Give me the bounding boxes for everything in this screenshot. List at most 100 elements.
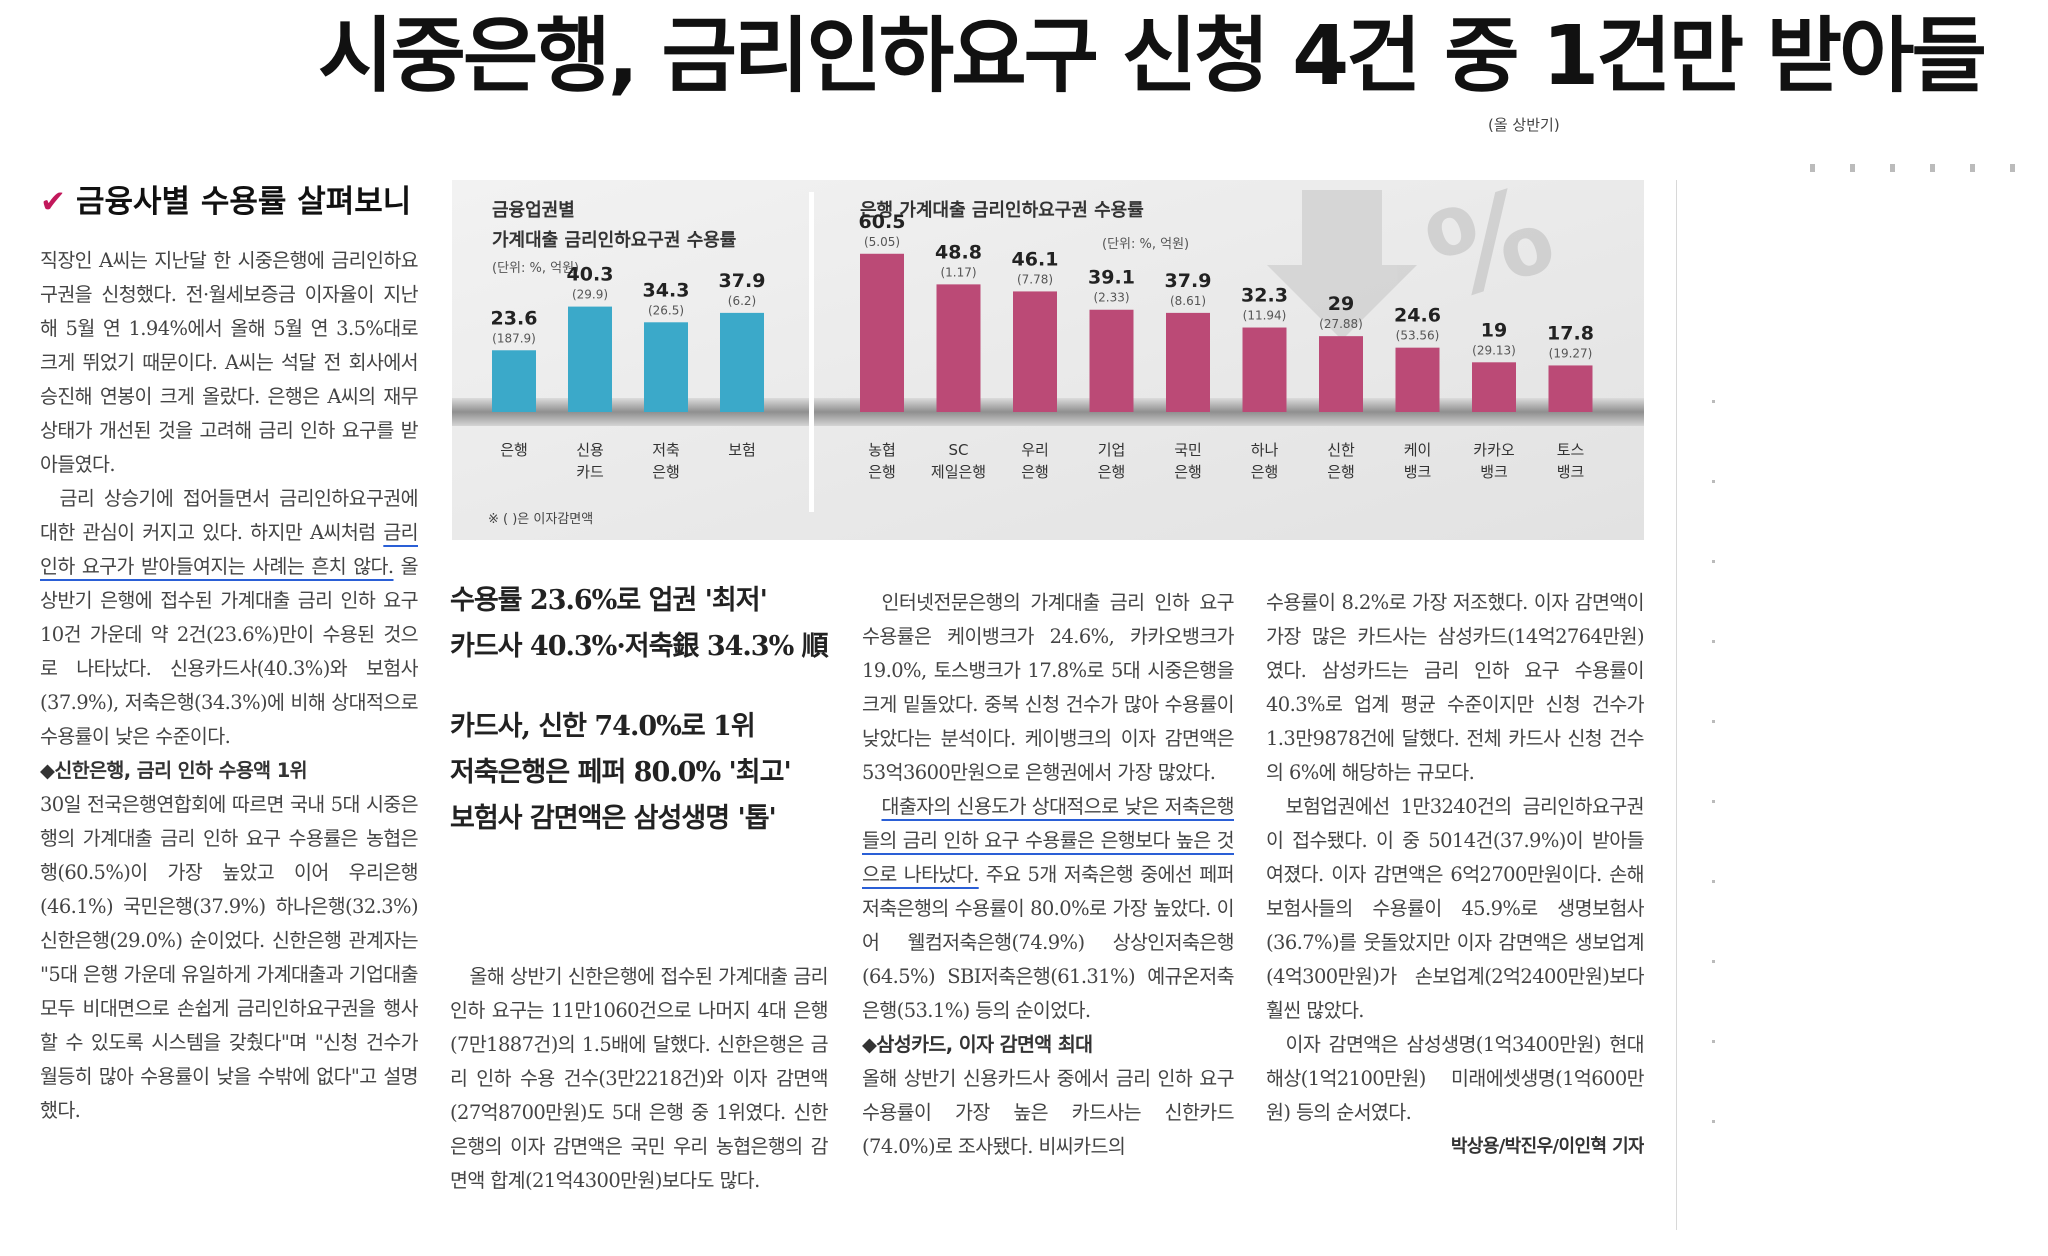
bar-chart-graphic: % 금융업권별 가계대출 금리인하요구권 수용률 (단위: %, 억원) 은행 … xyxy=(452,180,1644,540)
subhead-2: 카드사 40.3%·저축銀 34.3% 順 xyxy=(450,631,829,662)
category-label: 은행 xyxy=(1021,463,1049,481)
side-dot xyxy=(1712,720,1715,723)
category-label: 보험 xyxy=(728,441,756,459)
chart-footnote: ※ ( )은 이자감면액 xyxy=(488,512,593,527)
bar xyxy=(492,350,536,412)
col1-p2-text: 금리 상승기에 접어들면서 금리인하요구권에 대한 관심이 커지고 있다. 하지… xyxy=(40,487,418,544)
category-label: 우리 xyxy=(1021,441,1049,459)
col3-paragraph-2: 대출자의 신용도가 상대적으로 낮은 저축은행들의 금리 인하 요구 수용률은 … xyxy=(862,790,1234,1028)
bar-secondary-label: (19.27) xyxy=(1549,346,1593,360)
bar xyxy=(860,253,904,412)
chart1-unit: (단위: %, 억원) xyxy=(492,261,579,276)
bar xyxy=(1319,336,1363,412)
bar xyxy=(568,306,612,412)
category-label: 은행 xyxy=(652,463,680,481)
bar-secondary-label: (6.2) xyxy=(728,294,756,308)
side-dot xyxy=(1712,880,1715,883)
bar xyxy=(1089,309,1134,412)
bar-secondary-label: (1.17) xyxy=(940,265,976,279)
side-dot xyxy=(1712,640,1715,643)
bar-secondary-label: (29.9) xyxy=(572,288,608,302)
decorative-dashes xyxy=(1810,164,2048,172)
col1-paragraph-3: 30일 전국은행연합회에 따르면 국내 5대 시중은행의 가계대출 금리 인하 … xyxy=(40,793,418,1122)
subhead-5: 보험사 감면액은 삼성생명 '톱' xyxy=(450,803,777,834)
bar xyxy=(1013,291,1057,412)
col1-underlined-text: 금리 인하 요구가 받아들여지는 사례는 흔치 않다. xyxy=(40,521,418,578)
side-dot xyxy=(1712,1120,1715,1123)
category-label: 제일은행 xyxy=(931,463,986,481)
chart2-title: 은행 가계대출 금리인하요구권 수용률 xyxy=(860,200,1144,221)
col1-paragraph-1: 직장인 A씨는 지난달 한 시중은행에 금리인하요구권을 신청했다. 전·월세보… xyxy=(40,249,418,476)
bar-value-label: 32.3 xyxy=(1241,285,1288,307)
side-dot xyxy=(1712,960,1715,963)
bar-secondary-label: (53.56) xyxy=(1396,329,1440,343)
article-column-4: 수용률이 8.2%로 가장 저조했다. 이자 감면액이 가장 많은 카드사는 삼… xyxy=(1266,586,1644,1240)
down-arrow-icon xyxy=(1267,190,1417,340)
category-label: 저축 xyxy=(652,441,680,459)
side-dot xyxy=(1712,1040,1715,1043)
bar xyxy=(1472,362,1516,412)
bar xyxy=(644,322,688,412)
bar xyxy=(936,284,981,412)
col3-paragraph-3: 올해 상반기 신용카드사 중에서 금리 인하 요구 수용률이 가장 높은 카드사… xyxy=(862,1067,1234,1158)
category-label: 뱅크 xyxy=(1557,463,1585,481)
bar xyxy=(1395,347,1440,412)
bar-value-label: 46.1 xyxy=(1012,248,1059,270)
bar-value-label: 40.3 xyxy=(567,264,614,286)
category-label: 뱅크 xyxy=(1404,463,1432,481)
bar-value-label: 37.9 xyxy=(1165,270,1212,292)
category-label: 신용 xyxy=(576,441,604,459)
bar-secondary-label: (2.33) xyxy=(1093,291,1129,305)
bar-secondary-label: (8.61) xyxy=(1170,294,1206,308)
bar-value-label: 17.8 xyxy=(1547,322,1594,344)
category-label: 기업 xyxy=(1098,441,1126,459)
category-label: 신한 xyxy=(1327,441,1355,459)
check-icon: ✔ xyxy=(40,184,66,220)
period-note: (올 상반기) xyxy=(1488,116,1560,134)
byline: 박상용/박진우/이인혁 기자 xyxy=(1450,1136,1644,1157)
category-label: 케이 xyxy=(1404,441,1432,459)
article-column-3: 인터넷전문은행의 가계대출 금리 인하 요구 수용률은 케이뱅크가 24.6%,… xyxy=(862,586,1234,1240)
bar-secondary-label: (26.5) xyxy=(648,303,684,317)
category-label: 은행 xyxy=(1098,463,1126,481)
col4-paragraph-1: 수용률이 8.2%로 가장 저조했다. 이자 감면액이 가장 많은 카드사는 삼… xyxy=(1266,591,1644,784)
article-subheads: 수용률 23.6%로 업권 '최저' 카드사 40.3%·저축銀 34.3% 順… xyxy=(450,578,840,842)
bar-secondary-label: (27.88) xyxy=(1319,317,1363,331)
bar-secondary-label: (7.78) xyxy=(1017,272,1053,286)
category-label: 국민 xyxy=(1174,441,1202,459)
category-label: 은행 xyxy=(868,463,896,481)
col1-paragraph-2: 금리 상승기에 접어들면서 금리인하요구권에 대한 관심이 커지고 있다. 하지… xyxy=(40,482,418,754)
category-label: 하나 xyxy=(1251,441,1279,459)
bar xyxy=(720,312,764,412)
article-headline: 시중은행, 금리인하요구 신청 4건 중 1건만 받아들 xyxy=(318,9,1987,104)
bar xyxy=(1166,312,1210,412)
side-dot xyxy=(1712,400,1715,403)
chart-divider xyxy=(809,192,814,512)
chart-bars: 23.6(187.9)은행40.3(29.9)신용카드34.3(26.5)저축은… xyxy=(491,211,1594,481)
col4-paragraph-3: 이자 감면액은 삼성생명(1억3400만원) 현대해상(1억2100만원) 미래… xyxy=(1266,1033,1644,1124)
bar-value-label: 34.3 xyxy=(643,279,690,301)
category-label: 은행 xyxy=(1327,463,1355,481)
category-label: SC xyxy=(949,441,969,459)
bar-value-label: 37.9 xyxy=(719,270,766,292)
chart1-title: 금융업권별 xyxy=(492,200,575,221)
subhead-4: 저축은행은 페퍼 80.0% '최고' xyxy=(450,757,792,788)
article-column-2: 올해 상반기 신한은행에 접수된 가계대출 금리 인하 요구는 11만1060건… xyxy=(450,960,828,1240)
subhead-gap xyxy=(450,670,840,704)
bar-secondary-label: (29.13) xyxy=(1472,343,1516,357)
bar-value-label: 48.8 xyxy=(935,241,982,263)
bar-secondary-label: (187.9) xyxy=(492,331,536,345)
bar-secondary-label: (5.05) xyxy=(864,235,900,249)
category-label: 카카오 xyxy=(1473,441,1515,459)
col2-paragraph-1: 올해 상반기 신한은행에 접수된 가계대출 금리 인하 요구는 11만1060건… xyxy=(450,965,828,1192)
bar xyxy=(1242,327,1287,412)
bar-value-label: 23.6 xyxy=(491,307,538,329)
chart1-subtitle: 가계대출 금리인하요구권 수용률 xyxy=(492,230,736,251)
col3-subheading: ◆삼성카드, 이자 감면액 최대 xyxy=(862,1033,1093,1056)
category-label: 은행 xyxy=(1251,463,1279,481)
category-label: 은행 xyxy=(1174,463,1202,481)
side-dot xyxy=(1712,560,1715,563)
bar xyxy=(1548,365,1593,412)
bar-value-label: 60.5 xyxy=(859,211,906,233)
col3-underlined-text: 대출자의 신용도가 상대적으로 낮은 저축은행들의 금리 인하 요구 수용률은 … xyxy=(862,795,1234,886)
